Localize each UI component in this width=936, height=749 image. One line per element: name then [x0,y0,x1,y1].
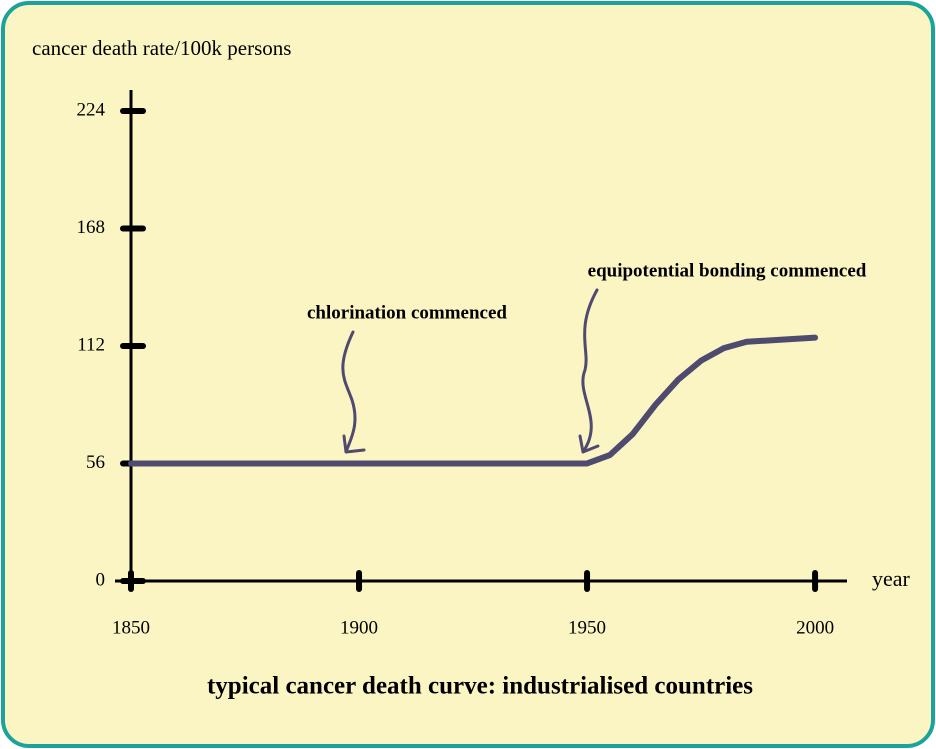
y-tick-label: 112 [77,334,105,355]
x-tick-label: 1950 [568,617,606,638]
y-tick-label: 224 [77,99,106,120]
chart-title: typical cancer death curve: industrialis… [207,673,753,700]
y-tick-label: 168 [77,217,106,238]
x-tick-label: 1900 [340,617,378,638]
y-tick-label: 56 [86,452,105,473]
x-tick-label: 2000 [796,617,834,638]
x-tick-label: 1850 [112,617,150,638]
annotation: chlorination commenced [307,302,507,323]
x-axis-label: year [872,566,911,591]
annotation: equipotential bonding commenced [588,260,867,281]
arrow [578,288,600,454]
y-tick-label: 0 [96,569,106,590]
arrow [341,330,366,454]
y-axis-label: cancer death rate/100k persons [32,36,291,60]
data-line [128,334,819,467]
